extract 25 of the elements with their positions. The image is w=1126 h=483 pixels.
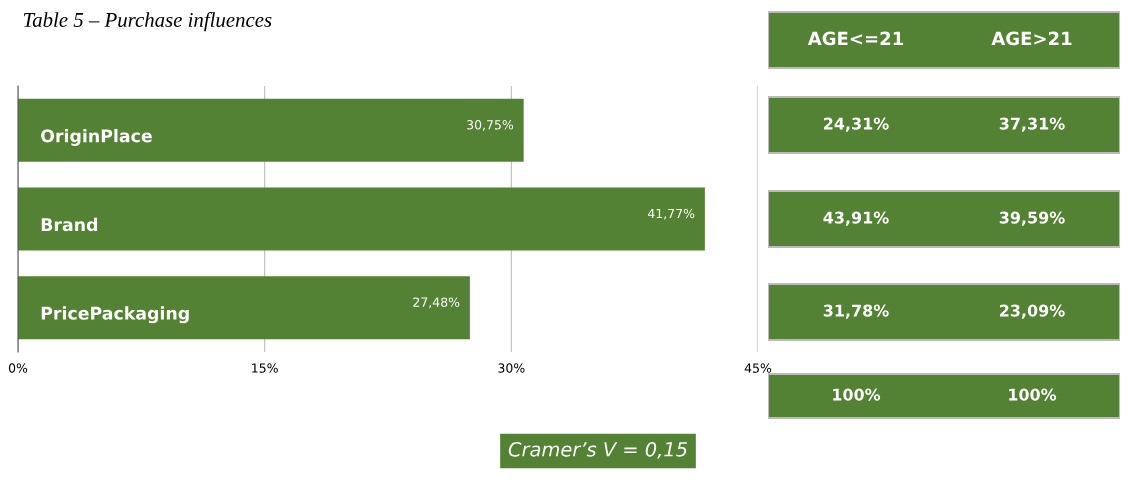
text: Cramer’s V = 0,15 bbox=[508, 441, 687, 459]
x-tick-label: 45% bbox=[744, 363, 772, 373]
bar bbox=[18, 187, 705, 251]
text: AGE>21 bbox=[991, 31, 1072, 46]
data-label: 41,77% bbox=[647, 208, 695, 220]
bar bbox=[18, 98, 524, 162]
text: 23,09% bbox=[1000, 304, 1065, 319]
chart-title: Table 5 – Purchase influences bbox=[23, 12, 272, 32]
text: 43,91% bbox=[823, 211, 889, 226]
text: 31,78% bbox=[823, 304, 889, 319]
data-label: 30,75% bbox=[467, 120, 514, 131]
text: 24,31% bbox=[824, 117, 889, 132]
text: 100% bbox=[1009, 388, 1057, 401]
y-tick-label: PricePackaging bbox=[41, 306, 189, 324]
y-tick-label: OriginPlace bbox=[41, 128, 152, 146]
bar bbox=[18, 276, 470, 340]
x-tick-label: 30% bbox=[498, 363, 525, 373]
text: 37,31% bbox=[999, 117, 1065, 132]
x-tick-label: 0% bbox=[8, 363, 28, 373]
data-label: 27,48% bbox=[413, 297, 460, 309]
y-tick-label: Brand bbox=[41, 217, 98, 232]
text: 39,59% bbox=[999, 211, 1065, 226]
text: AGE<=21 bbox=[807, 31, 904, 46]
x-tick-label: 15% bbox=[252, 363, 278, 373]
text: 100% bbox=[833, 388, 881, 401]
